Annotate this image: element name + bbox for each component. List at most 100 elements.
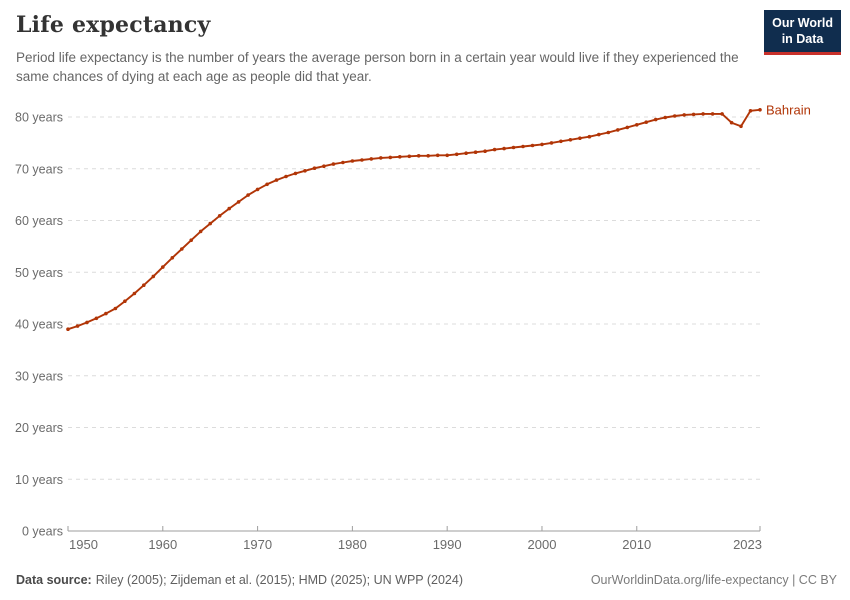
data-point[interactable] <box>198 229 203 234</box>
series-line-bahrain[interactable] <box>67 108 761 331</box>
data-point[interactable] <box>246 193 250 197</box>
data-point[interactable] <box>66 327 70 332</box>
data-point[interactable] <box>416 154 421 158</box>
data-point[interactable] <box>473 150 478 154</box>
data-point[interactable] <box>132 291 137 296</box>
y-tick-label: 40 years <box>15 318 63 332</box>
data-point[interactable] <box>113 306 118 311</box>
data-point[interactable] <box>208 221 212 226</box>
data-point[interactable] <box>540 142 544 147</box>
y-tick-label: 50 years <box>15 266 63 280</box>
data-point[interactable] <box>312 166 317 170</box>
data-point[interactable] <box>388 155 393 160</box>
data-point[interactable] <box>274 178 279 182</box>
x-axis: 1950 1960 1970 1980 1990 2000 2010 2023 <box>67 526 762 552</box>
data-point[interactable] <box>75 324 80 328</box>
x-tick-label: 1960 <box>148 537 177 552</box>
data-point[interactable] <box>587 134 592 139</box>
data-point[interactable] <box>445 153 450 158</box>
data-point[interactable] <box>483 149 487 153</box>
data-point[interactable] <box>255 187 260 192</box>
data-point[interactable] <box>559 139 563 144</box>
data-point[interactable] <box>748 109 753 113</box>
y-gridlines <box>68 116 760 532</box>
data-point[interactable] <box>265 182 269 187</box>
data-point[interactable] <box>682 113 686 117</box>
data-point[interactable] <box>691 112 696 117</box>
data-point[interactable] <box>597 132 601 137</box>
data-point[interactable] <box>104 311 108 316</box>
series-points <box>66 108 762 332</box>
data-point[interactable] <box>85 320 89 325</box>
data-point[interactable] <box>644 120 648 124</box>
data-point[interactable] <box>142 283 146 288</box>
chart-footer: Data source: Riley (2005); Zijdeman et al… <box>16 573 837 587</box>
data-point[interactable] <box>189 238 193 242</box>
data-point[interactable] <box>502 146 506 151</box>
data-point[interactable] <box>530 143 535 148</box>
y-tick-label: 20 years <box>15 421 63 435</box>
data-point[interactable] <box>350 159 355 163</box>
data-point[interactable] <box>653 117 658 122</box>
data-point[interactable] <box>227 206 231 211</box>
y-tick-label: 30 years <box>15 369 63 383</box>
owid-logo[interactable]: Our World in Data <box>764 10 841 55</box>
data-point[interactable] <box>341 160 345 165</box>
x-tick-label: 1950 <box>69 537 98 552</box>
data-point[interactable] <box>435 153 440 158</box>
data-point[interactable] <box>360 158 364 162</box>
data-point[interactable] <box>625 125 630 130</box>
data-point[interactable] <box>369 157 374 161</box>
data-point[interactable] <box>672 114 677 118</box>
y-tick-label: 60 years <box>15 214 63 228</box>
data-point[interactable] <box>720 112 724 116</box>
data-point[interactable] <box>161 265 165 269</box>
data-point[interactable] <box>578 136 582 140</box>
data-point[interactable] <box>398 155 402 159</box>
attribution-link[interactable]: OurWorldinData.org/life-expectancy | CC … <box>590 573 837 587</box>
y-axis-labels: 0 years 10 years 20 years 30 years 40 years 5… <box>15 111 63 539</box>
data-point[interactable] <box>94 316 99 321</box>
data-point[interactable] <box>511 145 516 150</box>
data-point[interactable] <box>616 128 620 132</box>
data-point[interactable] <box>454 152 459 157</box>
data-point[interactable] <box>606 130 611 135</box>
x-tick-label: 1980 <box>338 537 367 552</box>
data-point[interactable] <box>170 255 175 260</box>
x-tick-label: 2000 <box>528 537 557 552</box>
data-point[interactable] <box>521 144 525 149</box>
data-point[interactable] <box>464 151 468 155</box>
chart-subtitle: Period life expectancy is the number of … <box>16 50 739 84</box>
data-point[interactable] <box>701 112 705 116</box>
data-point[interactable] <box>710 112 715 116</box>
data-point[interactable] <box>180 247 184 251</box>
y-tick-label: 0 years <box>22 525 63 539</box>
data-point[interactable] <box>293 171 298 176</box>
y-tick-label: 80 years <box>15 111 63 125</box>
data-point[interactable] <box>663 115 667 120</box>
data-point[interactable] <box>284 174 288 179</box>
data-point[interactable] <box>426 154 431 158</box>
data-point[interactable] <box>635 123 639 127</box>
data-point[interactable] <box>217 214 222 218</box>
data-point[interactable] <box>758 108 762 112</box>
data-point[interactable] <box>729 120 734 125</box>
data-point[interactable] <box>379 156 383 160</box>
data-point[interactable] <box>492 147 497 152</box>
data-point[interactable] <box>568 138 573 142</box>
x-tick-label: 1990 <box>433 537 462 552</box>
data-point[interactable] <box>331 162 336 166</box>
entity-label-bahrain[interactable]: Bahrain <box>766 102 811 117</box>
data-point[interactable] <box>549 141 554 145</box>
data-source-note: Data source: Riley (2005); Zijdeman et al… <box>16 573 463 587</box>
data-point[interactable] <box>322 164 326 168</box>
data-point[interactable] <box>303 169 307 173</box>
data-point[interactable] <box>236 200 241 204</box>
owid-logo-line1: Our World <box>772 16 833 30</box>
data-point[interactable] <box>739 124 743 129</box>
y-tick-label: 10 years <box>15 473 63 487</box>
data-point[interactable] <box>407 154 412 159</box>
data-point[interactable] <box>123 299 127 304</box>
data-point[interactable] <box>151 274 156 279</box>
